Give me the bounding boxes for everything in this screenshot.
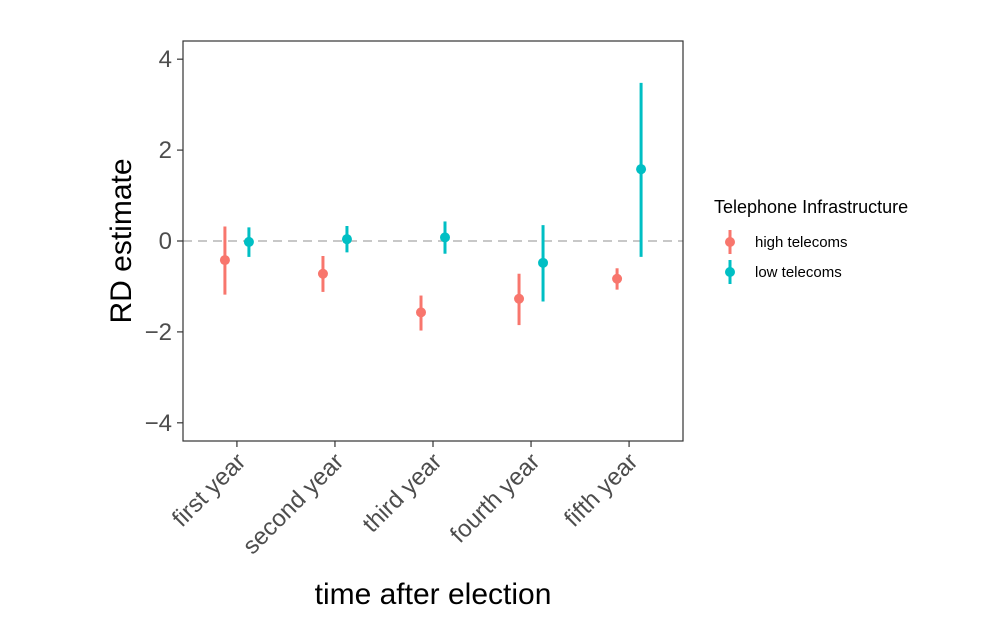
legend-label: low telecoms xyxy=(755,264,842,281)
point-low-telecoms xyxy=(341,234,352,245)
legend-key-point xyxy=(725,267,735,277)
legend-label: high telecoms xyxy=(755,234,848,251)
point-low-telecoms xyxy=(243,236,254,247)
legend-items: high telecoms low telecoms xyxy=(725,230,848,284)
y-tick-label: −2 xyxy=(145,319,172,346)
legend: Telephone Infrastructure high telecoms lo… xyxy=(714,197,908,284)
point-high-telecoms xyxy=(219,255,230,266)
plot-panel-border xyxy=(182,40,684,442)
x-axis-title: time after election xyxy=(315,578,552,611)
y-tick-label: 0 xyxy=(159,228,172,255)
data-marks xyxy=(219,82,647,331)
point-low-telecoms xyxy=(538,257,549,268)
point-low-telecoms xyxy=(636,164,647,175)
y-tick-label: 4 xyxy=(159,46,172,73)
legend-title: Telephone Infrastructure xyxy=(714,197,908,217)
point-high-telecoms xyxy=(317,268,328,279)
point-high-telecoms xyxy=(416,307,426,318)
y-tick-label: −4 xyxy=(145,410,172,437)
y-axis: −4 −2 0 2 4 xyxy=(145,46,183,437)
y-tick-label: 2 xyxy=(159,137,172,164)
y-axis-title: RD estimate xyxy=(105,158,138,323)
point-high-telecoms xyxy=(612,273,623,284)
legend-key-point xyxy=(725,237,735,247)
point-low-telecoms xyxy=(440,232,450,243)
point-high-telecoms xyxy=(514,293,525,304)
